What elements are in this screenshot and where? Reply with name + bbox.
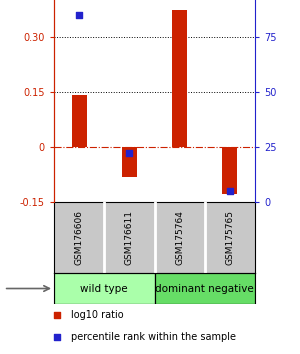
Text: strain: strain: [0, 284, 1, 293]
Bar: [54, 273, 154, 304]
Bar: [222, 147, 237, 194]
Bar: [154, 273, 255, 304]
Bar: [72, 95, 87, 147]
Text: GSM175764: GSM175764: [175, 210, 184, 265]
Text: GSM176611: GSM176611: [125, 210, 134, 265]
Point: [227, 188, 232, 194]
Text: dominant negative: dominant negative: [155, 284, 254, 293]
Text: wild type: wild type: [80, 284, 128, 293]
Text: log10 ratio: log10 ratio: [71, 309, 124, 320]
Text: percentile rank within the sample: percentile rank within the sample: [71, 332, 236, 342]
Point: [55, 334, 60, 339]
Bar: [122, 147, 137, 177]
Point: [55, 312, 60, 318]
Point: [77, 12, 82, 18]
Text: GSM176606: GSM176606: [75, 210, 84, 265]
Bar: [172, 11, 187, 147]
Text: GSM175765: GSM175765: [225, 210, 234, 265]
Point: [127, 151, 132, 156]
